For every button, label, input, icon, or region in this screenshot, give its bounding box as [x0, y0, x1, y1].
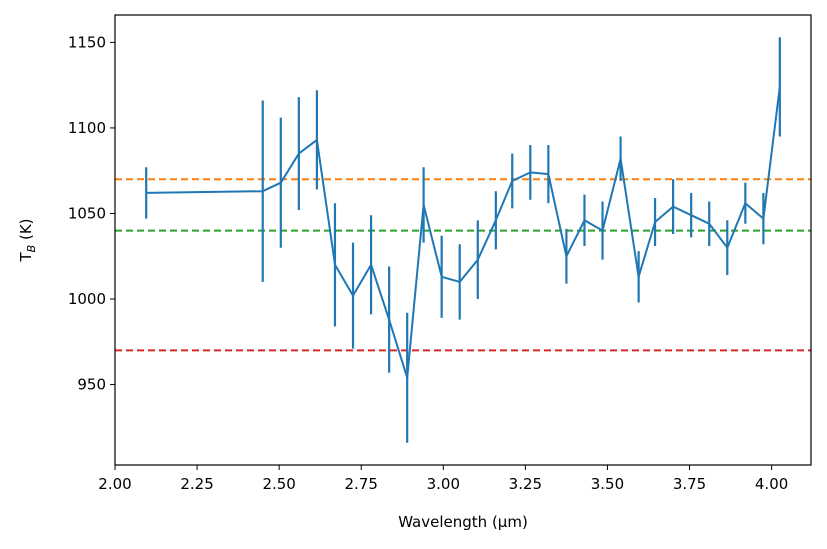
x-tick-label: 3.75 — [673, 475, 706, 493]
y-tick-label: 950 — [77, 376, 106, 394]
y-axis-label-subscript: B — [25, 245, 38, 253]
y-tick-label: 1100 — [68, 119, 106, 137]
x-tick-label: 2.75 — [345, 475, 378, 493]
y-tick-label: 1000 — [68, 290, 106, 308]
x-tick-label: 2.00 — [98, 475, 131, 493]
data-line — [146, 86, 781, 379]
series-line-1 — [146, 86, 781, 379]
x-tick-label: 4.00 — [755, 475, 788, 493]
y-axis-label-main: T — [17, 252, 35, 263]
plot-frame — [114, 14, 812, 466]
x-tick-label: 3.50 — [591, 475, 624, 493]
x-tick-label: 3.25 — [509, 475, 542, 493]
x-axis-label: Wavelength (μm) — [398, 513, 528, 531]
y-tick-label: 1150 — [68, 33, 106, 51]
x-tick-label: 2.25 — [180, 475, 213, 493]
y-axis-label: TB (K) — [17, 218, 38, 262]
y-axis-label-unit: (K) — [17, 218, 35, 244]
error-bars — [145, 37, 781, 443]
reference-lines — [115, 178, 811, 352]
x-tick-label: 2.50 — [262, 475, 295, 493]
y-axis-ticks: 950 1000 1050 1100 1150 — [68, 33, 115, 394]
x-tick-label: 3.00 — [427, 475, 460, 493]
x-axis-ticks: 2.00 2.25 2.50 2.75 3.00 3.25 3.50 3.75 4.00 — [98, 465, 788, 493]
y-tick-label: 1050 — [68, 204, 106, 222]
